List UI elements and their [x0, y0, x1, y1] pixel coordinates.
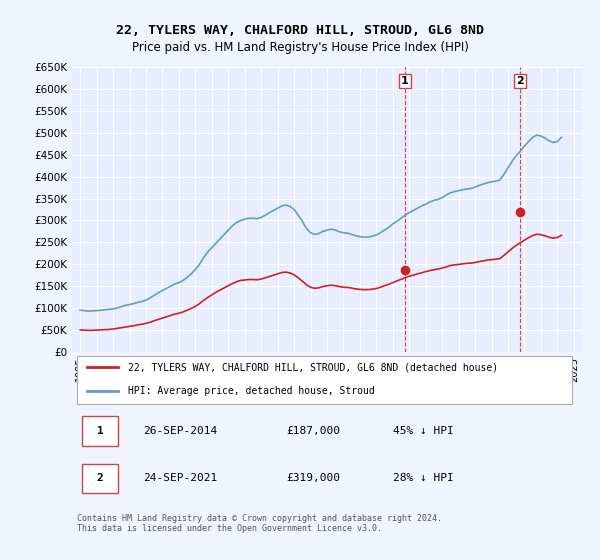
Text: 2: 2 — [97, 473, 103, 483]
Text: 28% ↓ HPI: 28% ↓ HPI — [394, 473, 454, 483]
Text: Contains HM Land Registry data © Crown copyright and database right 2024.
This d: Contains HM Land Registry data © Crown c… — [77, 514, 442, 533]
Text: £187,000: £187,000 — [286, 426, 340, 436]
FancyBboxPatch shape — [82, 417, 118, 446]
Text: Price paid vs. HM Land Registry's House Price Index (HPI): Price paid vs. HM Land Registry's House … — [131, 41, 469, 54]
Text: 1: 1 — [401, 76, 409, 86]
Text: HPI: Average price, detached house, Stroud: HPI: Average price, detached house, Stro… — [128, 386, 375, 396]
Text: 45% ↓ HPI: 45% ↓ HPI — [394, 426, 454, 436]
Text: 1: 1 — [97, 426, 103, 436]
Text: 24-SEP-2021: 24-SEP-2021 — [143, 473, 218, 483]
Text: 22, TYLERS WAY, CHALFORD HILL, STROUD, GL6 8ND: 22, TYLERS WAY, CHALFORD HILL, STROUD, G… — [116, 24, 484, 38]
FancyBboxPatch shape — [82, 464, 118, 493]
Text: £319,000: £319,000 — [286, 473, 340, 483]
Text: 22, TYLERS WAY, CHALFORD HILL, STROUD, GL6 8ND (detached house): 22, TYLERS WAY, CHALFORD HILL, STROUD, G… — [128, 362, 498, 372]
Text: 2: 2 — [516, 76, 524, 86]
Text: 26-SEP-2014: 26-SEP-2014 — [143, 426, 218, 436]
FancyBboxPatch shape — [77, 356, 572, 404]
